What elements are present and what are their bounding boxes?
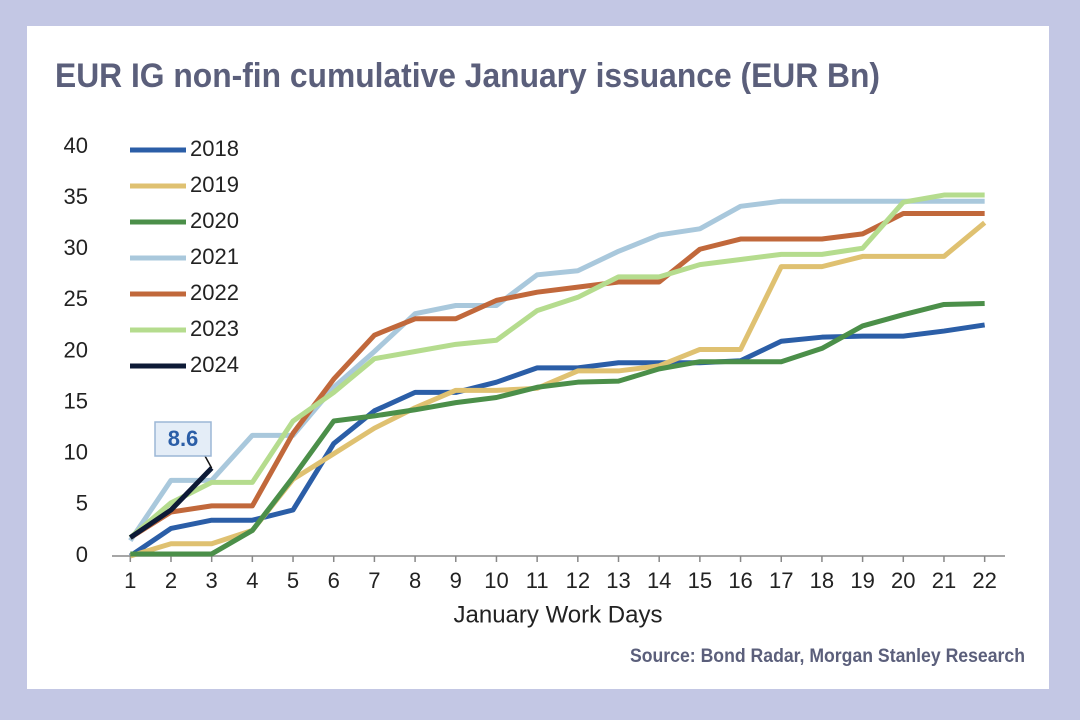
x-tick-label: 10: [484, 568, 508, 593]
y-tick-label: 20: [64, 337, 88, 362]
x-tick-label: 14: [647, 568, 671, 593]
x-tick-label: 19: [850, 568, 874, 593]
y-tick-label: 15: [64, 388, 88, 413]
x-tick-label: 6: [328, 568, 340, 593]
panel: [27, 26, 1049, 689]
x-tick-label: 4: [246, 568, 258, 593]
x-tick-label: 2: [165, 568, 177, 593]
x-tick-label: 11: [526, 568, 549, 593]
legend-label: 2022: [190, 280, 239, 305]
legend-label: 2020: [190, 208, 239, 233]
series-line: [128, 466, 214, 540]
x-tick-label: 8: [409, 568, 421, 593]
legend-label: 2023: [190, 316, 239, 341]
x-tick-label: 3: [206, 568, 218, 593]
y-tick-label: 40: [64, 133, 88, 158]
legend-label: 2019: [190, 172, 239, 197]
x-tick-label: 18: [810, 568, 834, 593]
x-tick-label: 17: [769, 568, 793, 593]
x-tick-label: 1: [124, 568, 136, 593]
x-tick-label: 12: [566, 568, 590, 593]
x-tick-label: 21: [932, 568, 956, 593]
series-line: [128, 210, 985, 540]
legend-label: 2018: [190, 136, 239, 161]
series-line: [128, 198, 985, 543]
data-label: 8.6: [168, 426, 199, 451]
source: Source: Bond Radar, Morgan Stanley Resea…: [630, 646, 1025, 667]
legend-label: 2024: [190, 352, 239, 377]
y-tick-label: 10: [64, 440, 88, 465]
y-tick-label: 35: [64, 184, 88, 209]
y-tick-label: 30: [64, 235, 88, 260]
y-tick-label: 25: [64, 286, 88, 311]
series-line: [130, 300, 985, 557]
x-axis-label: January Work Days: [454, 601, 663, 628]
x-tick-label: 13: [606, 568, 630, 593]
legend-label: 2021: [190, 244, 239, 269]
label-box: [154, 421, 212, 457]
x-tick-label: 20: [891, 568, 915, 593]
x-tick-label: 15: [688, 568, 712, 593]
series-line: [128, 192, 985, 540]
y-tick-label: 5: [76, 491, 88, 516]
x-tick-label: 16: [728, 568, 752, 593]
y-tick-label: 0: [76, 542, 88, 567]
x-tick-label: 9: [450, 568, 462, 593]
x-tick-label: 5: [287, 568, 299, 593]
chart-title: EUR IG non-fin cumulative January issuan…: [55, 57, 880, 95]
x-tick-label: 22: [972, 568, 996, 593]
label-leader: [204, 455, 213, 469]
x-tick-label: 7: [368, 568, 380, 593]
